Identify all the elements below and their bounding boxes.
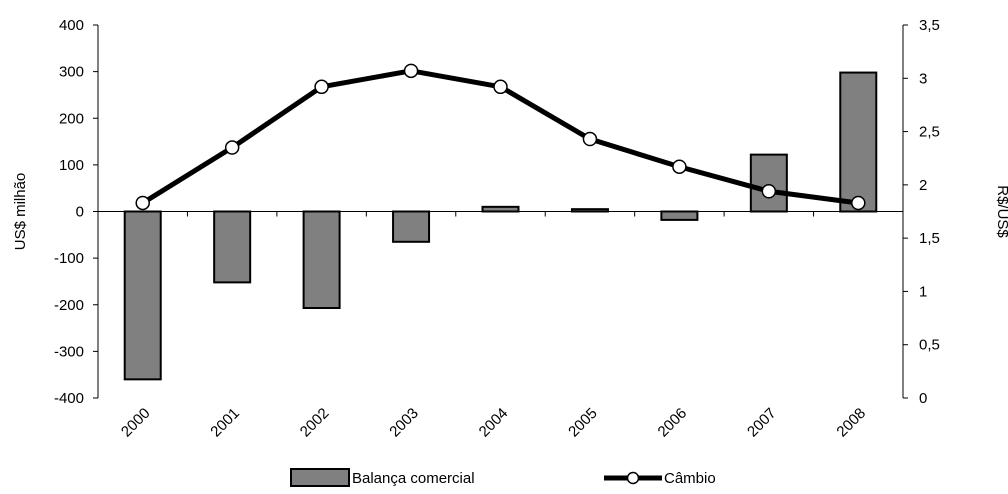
line-point xyxy=(493,79,508,95)
category-label: 2008 xyxy=(833,405,869,441)
legend: Balança comercial Câmbio xyxy=(290,468,716,487)
right-axis-title: R$/US$ xyxy=(994,185,1008,238)
line-point xyxy=(582,131,598,147)
category-label: 2007 xyxy=(744,405,780,441)
line-point xyxy=(672,159,687,174)
right-tick-label: 0 xyxy=(919,390,927,407)
left-axis-title: US$ milhão xyxy=(12,173,29,251)
left-tick-label: 300 xyxy=(59,64,84,81)
line-point xyxy=(851,195,866,211)
bar xyxy=(749,153,788,213)
left-tick-label: 200 xyxy=(59,110,84,127)
bar xyxy=(302,210,341,310)
category-label: 2003 xyxy=(386,405,422,441)
category-label: 2002 xyxy=(297,405,333,441)
right-tick-label: 2,5 xyxy=(919,124,940,141)
left-tick-label: -300 xyxy=(54,343,84,360)
right-tick-label: 0,5 xyxy=(919,337,940,354)
legend-bar-swatch xyxy=(290,468,350,487)
line-point xyxy=(135,195,150,211)
category-label: 2000 xyxy=(118,405,154,441)
line-group xyxy=(135,63,866,211)
bar xyxy=(570,208,609,213)
category-label: 2005 xyxy=(565,405,601,441)
category-label: 2001 xyxy=(207,405,243,441)
left-tick-label: 100 xyxy=(59,157,84,174)
left-tick-label: -400 xyxy=(54,390,84,407)
line-point xyxy=(224,140,240,155)
bar xyxy=(481,205,520,213)
left-tick-label: 400 xyxy=(59,17,84,34)
right-tick-label: 1 xyxy=(919,283,927,300)
category-label: 2006 xyxy=(655,405,691,441)
bar xyxy=(660,210,699,221)
bar xyxy=(839,71,878,213)
bars-group xyxy=(123,71,878,381)
right-tick-label: 1,5 xyxy=(919,230,940,247)
bar xyxy=(213,210,252,284)
right-tick-label: 3,5 xyxy=(919,17,940,34)
category-label: 2004 xyxy=(476,405,512,441)
left-tick-label: -200 xyxy=(54,297,84,314)
legend-line-marker xyxy=(626,471,640,485)
right-tick-label: 3 xyxy=(919,70,927,87)
bar xyxy=(123,210,162,381)
left-tick-label: -100 xyxy=(54,250,84,267)
legend-bar-label: Balança comercial xyxy=(352,470,475,487)
line-point xyxy=(403,63,419,79)
line-point xyxy=(761,184,777,199)
left-tick-label: 0 xyxy=(76,204,84,221)
line-point xyxy=(314,79,329,95)
legend-line-label: Câmbio xyxy=(664,470,716,487)
right-tick-label: 2 xyxy=(919,177,927,194)
bar xyxy=(392,210,431,243)
